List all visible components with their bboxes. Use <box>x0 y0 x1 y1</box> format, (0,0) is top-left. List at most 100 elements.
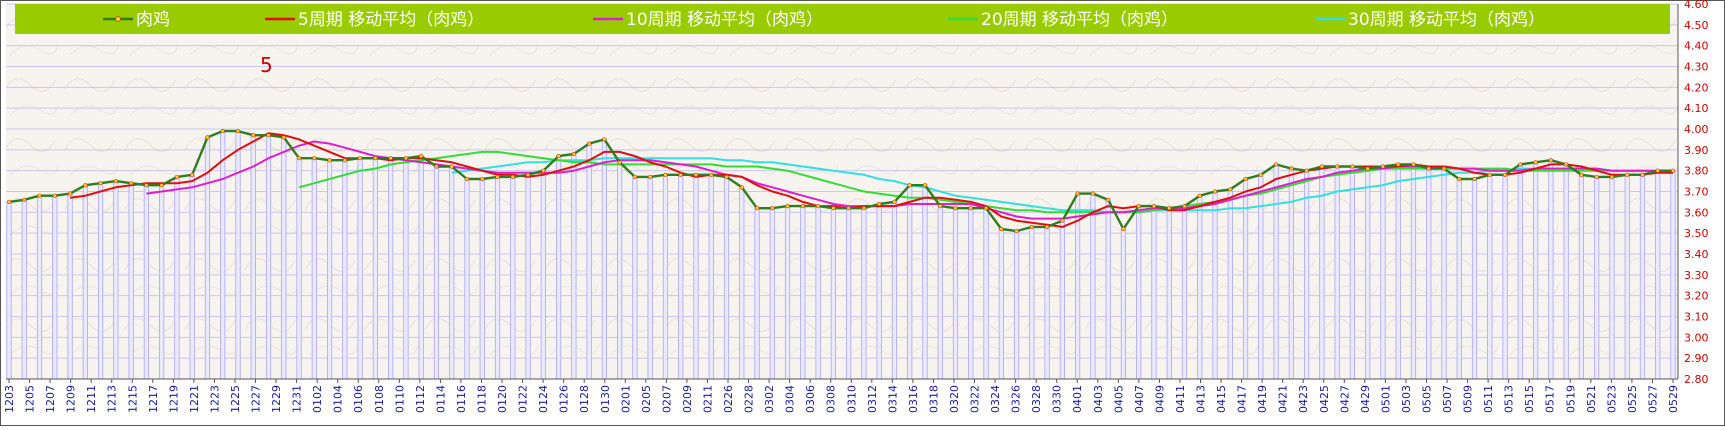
volume-bar <box>1502 174 1508 380</box>
data-point <box>1243 176 1248 182</box>
volume-bar <box>998 228 1004 380</box>
x-tick-label: 0110 <box>393 385 406 413</box>
line-layer <box>6 128 1676 234</box>
x-tick-label: 0411 <box>1174 385 1187 413</box>
volume-bar <box>494 176 501 380</box>
x-tick-label: 1207 <box>44 385 57 413</box>
data-point <box>1106 197 1111 202</box>
x-tick-label: 0314 <box>886 385 899 413</box>
volume-bar <box>418 155 424 380</box>
y-tick-label: 3.70 <box>1684 186 1709 199</box>
data-point <box>235 128 241 134</box>
volume-bar <box>1594 176 1600 380</box>
volume-bar <box>815 205 821 380</box>
x-tick-label: 0124 <box>537 385 550 413</box>
data-point <box>1579 172 1584 177</box>
x-tick-label: 0527 <box>1646 385 1659 413</box>
volume-bar <box>372 157 378 380</box>
data-point <box>1594 174 1599 180</box>
data-point <box>1518 162 1523 167</box>
data-point <box>1625 172 1630 177</box>
x-tick-label: 1213 <box>106 385 119 413</box>
data-point <box>1273 162 1279 167</box>
volume-bar <box>723 176 730 380</box>
data-point <box>892 199 897 205</box>
data-point <box>495 174 500 180</box>
y-tick-label: 4.50 <box>1684 19 1709 32</box>
x-tick-label: 1219 <box>167 385 180 413</box>
x-tick-label: 0128 <box>578 385 591 413</box>
data-point <box>1487 172 1492 177</box>
volume-bar <box>1349 166 1356 380</box>
x-tick-label: 0104 <box>332 385 345 413</box>
x-tick-label: 0209 <box>681 385 694 413</box>
data-point <box>1121 226 1126 232</box>
data-point <box>1411 162 1416 167</box>
volume-bar <box>1120 228 1127 380</box>
data-point <box>800 203 805 209</box>
volume-bar <box>1624 174 1630 380</box>
x-tick-label: 0112 <box>414 385 427 413</box>
x-tick-label: 1227 <box>250 385 263 413</box>
volume-bar <box>296 157 302 380</box>
data-point <box>571 151 576 157</box>
volume-bar <box>754 207 760 380</box>
data-point <box>1212 189 1218 194</box>
volume-bar <box>846 207 852 380</box>
data-point <box>648 174 653 180</box>
data-point <box>434 164 439 169</box>
volume-bar <box>36 195 43 380</box>
x-tick-label: 0226 <box>722 385 735 413</box>
data-point <box>312 156 317 161</box>
data-point <box>1564 162 1569 167</box>
volume-bar <box>1487 174 1493 380</box>
volume-bar <box>617 161 623 380</box>
x-tick-label: 1225 <box>229 385 242 413</box>
volume-bar <box>1334 166 1340 380</box>
data-point <box>358 156 363 161</box>
x-tick-label: 0324 <box>989 385 1002 413</box>
x-tick-label: 0106 <box>352 385 365 413</box>
x-tick-label: 0407 <box>1133 385 1146 413</box>
data-point <box>1014 228 1019 234</box>
data-point <box>1640 172 1645 177</box>
volume-bar <box>1181 205 1188 380</box>
x-tick-label: 0429 <box>1359 385 1372 413</box>
data-point <box>724 174 729 180</box>
data-point <box>510 174 515 180</box>
data-point <box>1655 168 1660 173</box>
x-tick-label: 0415 <box>1215 385 1228 413</box>
volume-bar <box>1578 174 1585 380</box>
data-point <box>678 172 683 177</box>
volume-bar <box>82 184 88 380</box>
x-tick-label: 0114 <box>434 385 447 413</box>
data-point <box>113 178 118 184</box>
data-point <box>174 174 180 180</box>
volume-bar <box>281 136 287 380</box>
x-tick-label: 0306 <box>804 385 817 413</box>
x-axis: 1203 1205 1207 1209 1211 1213 1215 1217 1219 1221… <box>3 378 1680 413</box>
data-point <box>1441 166 1447 171</box>
volume-bar <box>67 193 73 380</box>
data-point <box>190 172 195 177</box>
volume-bar <box>1044 226 1050 380</box>
x-tick-label: 1217 <box>147 385 160 413</box>
x-tick-label: 0521 <box>1585 385 1598 413</box>
volume-bar <box>907 184 913 380</box>
data-point <box>693 172 699 177</box>
volume-bar <box>952 207 959 380</box>
x-tick-label: 0523 <box>1605 385 1618 413</box>
volume-bar <box>937 205 943 380</box>
x-tick-label: 0501 <box>1379 385 1392 413</box>
y-tick-label: 4.40 <box>1684 40 1709 53</box>
data-point <box>266 133 271 138</box>
volume-bar <box>586 143 592 380</box>
volume-bar <box>540 170 546 380</box>
volume-bar <box>342 159 348 380</box>
x-tick-label: 0421 <box>1277 385 1290 413</box>
x-tick-label: 0228 <box>743 385 756 413</box>
volume-bar <box>647 176 653 380</box>
volume-bar <box>1288 168 1294 380</box>
data-point <box>632 174 638 180</box>
